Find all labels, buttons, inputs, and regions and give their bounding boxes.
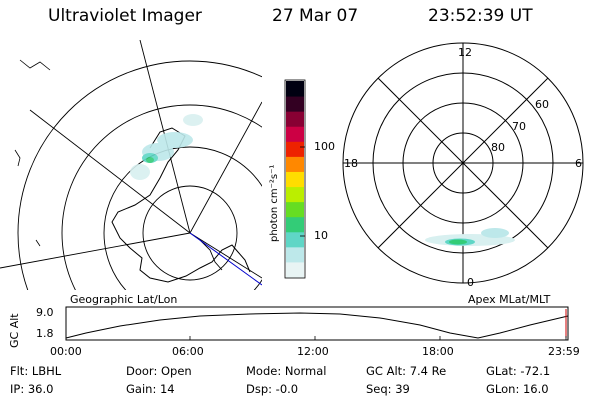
colorbar-band	[286, 111, 304, 127]
status-gc-alt: GC Alt: 7.4 Re	[366, 364, 447, 378]
status-gain: Gain: 14	[126, 382, 175, 396]
status-dsp: Dsp: -0.0	[246, 382, 299, 396]
orbit-xtick-1200: 12:00	[297, 345, 329, 358]
colorbar-band	[286, 126, 304, 142]
colorbar-band	[286, 261, 304, 278]
orbit-plot	[65, 306, 569, 341]
polar-plot	[342, 42, 584, 284]
polar-lat-70: 70	[512, 120, 526, 133]
polar-label-0: 0	[467, 276, 474, 289]
polar-lat-80: 80	[491, 141, 505, 154]
geographic-map	[0, 40, 262, 290]
right-aurora	[425, 228, 515, 246]
orbit-xtick-0600: 06:00	[172, 345, 204, 358]
status-mode: Mode: Normal	[246, 364, 327, 378]
polar-label-18: 18	[344, 157, 358, 170]
colorbar-unit-label: photon cm⁻²s⁻¹	[269, 164, 280, 242]
colorbar-band	[286, 171, 304, 188]
status-glon: GLon: 16.0	[486, 382, 549, 396]
polar-label-6: 6	[575, 157, 582, 170]
colorbar-tick-10: 10	[314, 229, 328, 242]
colorbar-band	[286, 156, 304, 172]
status-door: Door: Open	[126, 364, 192, 378]
colorbar-band	[286, 201, 304, 218]
colorbar-band	[286, 216, 304, 233]
left-aurora	[130, 114, 203, 180]
colorbar-band	[286, 81, 304, 97]
orbit-xtick-0000: 00:00	[50, 345, 82, 358]
status-flt: Flt: LBHL	[10, 364, 62, 378]
colorbar-band	[286, 141, 304, 157]
polar-lat-60: 60	[535, 98, 549, 111]
colorbar	[284, 79, 306, 279]
orbit-xtick-2359: 23:59	[548, 345, 580, 358]
instrument-title: Ultraviolet Imager	[48, 6, 202, 26]
status-ip: IP: 36.0	[10, 382, 54, 396]
colorbar-band	[286, 96, 304, 112]
orbit-ymax: 9.0	[36, 306, 54, 319]
date-label: 27 Mar 07	[272, 6, 359, 26]
orbit-ylabel: GC Alt	[8, 313, 21, 348]
polar-label-12: 12	[458, 46, 472, 59]
orbit-ymin: 1.8	[36, 327, 54, 340]
status-seq: Seq: 39	[366, 382, 410, 396]
orbit-xtick-1800: 18:00	[422, 345, 454, 358]
colorbar-tick-100: 100	[314, 140, 335, 153]
geographic-caption: Geographic Lat/Lon	[70, 293, 178, 306]
colorbar-band	[286, 246, 304, 263]
time-label: 23:52:39 UT	[428, 6, 533, 26]
status-glat: GLat: -72.1	[486, 364, 551, 378]
colorbar-band	[286, 186, 304, 203]
colorbar-band	[286, 231, 304, 248]
apex-caption: Apex MLat/MLT	[468, 293, 551, 306]
